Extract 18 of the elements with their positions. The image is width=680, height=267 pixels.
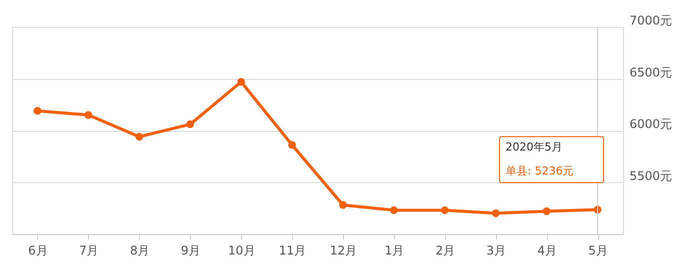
x-tick-label: 5月	[588, 244, 608, 258]
x-tick-label: 9月	[180, 244, 201, 258]
annotation: 单县: 5236元	[506, 164, 574, 178]
x-tick-label: 12月	[330, 244, 358, 258]
x-tick-label: 3月	[486, 244, 506, 258]
x-tick-label: 1月	[384, 244, 404, 258]
x-tick-label: 2月	[435, 244, 456, 258]
x-tick-label: 4月	[537, 244, 557, 258]
y-tick-label: 5500元	[630, 168, 672, 183]
y-tick-label: 6500元	[630, 65, 672, 80]
x-tick-label: 7月	[79, 244, 99, 258]
x-tick-label: 8月	[130, 244, 150, 258]
y-tick-label: 6000元	[630, 117, 672, 131]
x-tick-label: 6月	[28, 244, 48, 258]
annotation: 2020年5月	[506, 140, 563, 154]
y-tick-label: 7000元	[630, 14, 672, 28]
x-tick-label: 10月	[228, 244, 256, 258]
x-tick-label: 11月	[278, 244, 306, 258]
